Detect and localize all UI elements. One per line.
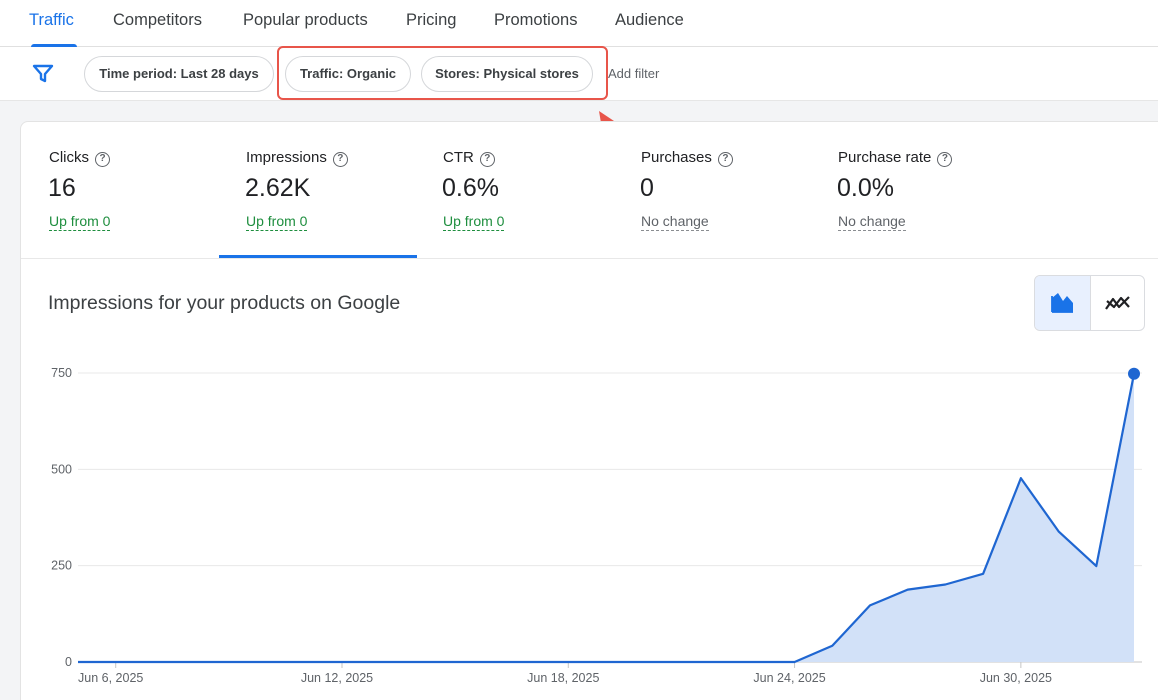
chart-type-toggle	[1034, 275, 1145, 331]
metric-change: Up from 0	[246, 213, 308, 231]
metric-value: 0.0%	[837, 174, 894, 202]
metric-change: Up from 0	[49, 213, 111, 231]
divider	[1090, 276, 1091, 330]
metric-label: Purchases	[641, 149, 712, 166]
tab-audience[interactable]: Audience	[615, 11, 684, 29]
line-chart-icon	[1105, 296, 1130, 310]
help-icon[interactable]: ?	[717, 152, 733, 167]
help-icon[interactable]: ?	[332, 152, 348, 167]
metric-change: Up from 0	[443, 213, 505, 231]
metric-label: CTR	[443, 149, 474, 166]
annotation-highlight-box	[277, 46, 608, 100]
tab-bar: Traffic Competitors Popular products Pri…	[0, 0, 1158, 47]
metric-label: Purchase rate	[838, 149, 932, 166]
help-icon[interactable]: ?	[95, 152, 110, 167]
metric-label: Impressions	[246, 149, 327, 166]
tab-promotions[interactable]: Promotions	[494, 11, 578, 29]
metric-value: 0.6%	[442, 174, 499, 202]
filter-bar: Time period: Last 28 days Traffic: Organ…	[0, 47, 1158, 101]
chart-title: Impressions for your products on Google	[48, 292, 401, 314]
metric-value: 0	[640, 174, 654, 202]
tab-traffic[interactable]: Traffic	[29, 11, 74, 29]
area-chart-icon	[1051, 293, 1073, 313]
metric-change: No change	[838, 213, 906, 231]
help-icon[interactable]: ?	[937, 152, 953, 167]
active-tab-indicator	[31, 44, 77, 47]
metric-purchases[interactable]: Purchases? 0 No change	[613, 122, 810, 257]
add-filter-button[interactable]: Add filter	[608, 66, 660, 81]
metric-clicks[interactable]: Clicks? 16 Up from 0	[21, 122, 218, 257]
tab-competitors[interactable]: Competitors	[113, 11, 202, 29]
filter-chip-stores[interactable]: Stores: Physical stores	[421, 56, 593, 92]
area-chart-button[interactable]	[1035, 276, 1090, 330]
metric-label: Clicks	[49, 149, 89, 166]
filter-chip-traffic[interactable]: Traffic: Organic	[285, 56, 411, 92]
filter-icon[interactable]	[32, 64, 54, 84]
metric-value: 16	[48, 174, 76, 202]
metric-change: No change	[641, 213, 709, 231]
metric-purchase-rate[interactable]: Purchase rate? 0.0% No change	[810, 122, 1007, 257]
performance-card: Clicks? 16 Up from 0 Impressions? 2.62K …	[20, 121, 1158, 700]
tab-popular-products[interactable]: Popular products	[243, 11, 368, 29]
filter-chip-time-period[interactable]: Time period: Last 28 days	[84, 56, 274, 92]
metric-value: 2.62K	[245, 174, 311, 202]
metric-impressions[interactable]: Impressions? 2.62K Up from 0	[218, 122, 415, 257]
help-icon[interactable]: ?	[479, 152, 495, 167]
tab-pricing[interactable]: Pricing	[406, 11, 457, 29]
line-chart-button[interactable]	[1091, 276, 1144, 330]
selected-metric-indicator	[219, 255, 417, 258]
metric-ctr[interactable]: CTR? 0.6% Up from 0	[415, 122, 612, 257]
divider	[21, 258, 1158, 259]
